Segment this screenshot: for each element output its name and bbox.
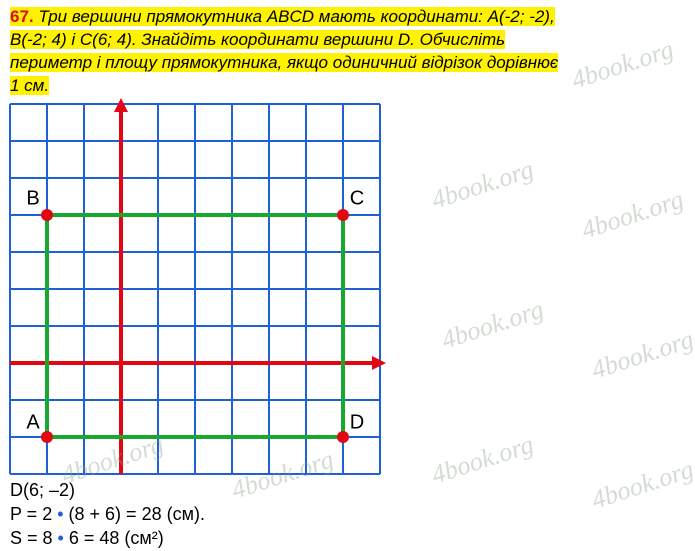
watermark-text: 4book.org bbox=[438, 294, 547, 355]
problem-line-3: периметр і площу прямокутника, якщо один… bbox=[10, 53, 558, 72]
answer-perimeter: P = 2 • (8 + 6) = 28 (см). bbox=[10, 502, 695, 526]
rect-side-cd bbox=[341, 215, 345, 437]
y-axis-arrow-icon bbox=[114, 98, 128, 112]
rect-side-da bbox=[47, 435, 343, 439]
vertex-dot-a bbox=[41, 431, 53, 443]
problem-line-1: Три вершини прямокутника ABCD мають коор… bbox=[38, 7, 554, 26]
watermark-text: 4book.org bbox=[578, 184, 687, 245]
vertex-dot-b bbox=[41, 209, 53, 221]
vertex-dot-d bbox=[337, 431, 349, 443]
watermark-text: 4book.org bbox=[588, 324, 695, 385]
grid-line-horizontal bbox=[10, 473, 380, 475]
coordinate-graph: A B C D bbox=[10, 104, 380, 474]
vertex-label-b: B bbox=[26, 187, 39, 210]
problem-line-4: 1 см. bbox=[10, 76, 49, 95]
grid-line-horizontal bbox=[10, 177, 380, 179]
x-axis-arrow-icon bbox=[372, 356, 386, 370]
grid-line-horizontal bbox=[10, 288, 380, 290]
answers-block: D(6; –2) P = 2 • (8 + 6) = 28 (см). S = … bbox=[10, 478, 695, 551]
vertex-label-d: D bbox=[350, 411, 364, 434]
problem-statement: 67. Три вершини прямокутника ABCD мають … bbox=[0, 0, 695, 102]
grid-line-horizontal bbox=[10, 103, 380, 105]
grid-line-horizontal bbox=[10, 140, 380, 142]
x-axis bbox=[10, 361, 380, 365]
grid-line-horizontal bbox=[10, 251, 380, 253]
grid-line-horizontal bbox=[10, 399, 380, 401]
vertex-label-a: A bbox=[26, 411, 39, 434]
vertex-label-c: C bbox=[350, 187, 364, 210]
watermark-text: 4book.org bbox=[428, 154, 537, 215]
vertex-dot-c bbox=[337, 209, 349, 221]
answer-area: S = 8 • 6 = 48 (см²) bbox=[10, 526, 695, 550]
grid-line-horizontal bbox=[10, 325, 380, 327]
y-axis bbox=[119, 104, 123, 474]
problem-line-2: B(-2; 4) і C(6; 4). Знайдіть координати … bbox=[10, 30, 505, 49]
rect-side-bc bbox=[47, 213, 343, 217]
answer-d-coord: D(6; –2) bbox=[10, 478, 695, 502]
rect-side-ab bbox=[45, 215, 49, 437]
problem-number: 67. bbox=[10, 7, 34, 26]
